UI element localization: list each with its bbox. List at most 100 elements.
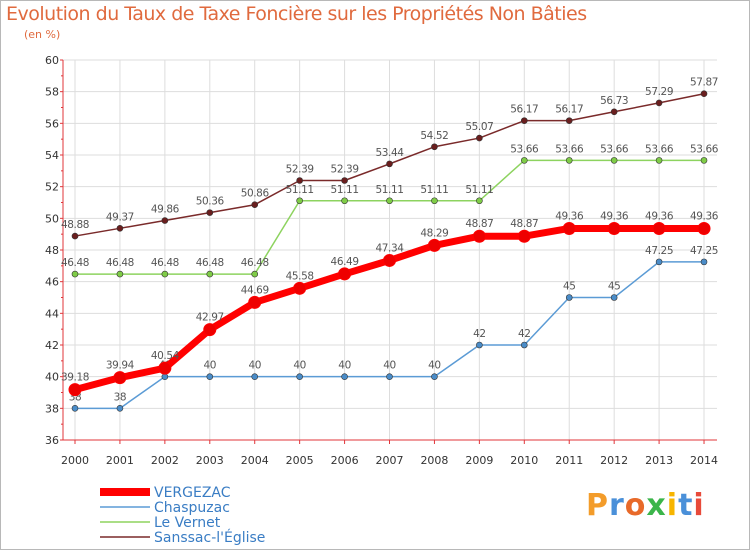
data-label: 42 xyxy=(518,328,531,340)
data-label: 54.52 xyxy=(420,130,448,142)
data-label: 40 xyxy=(204,360,217,372)
data-point xyxy=(517,229,531,243)
data-point xyxy=(562,221,576,235)
data-label: 51.11 xyxy=(420,184,448,196)
data-point xyxy=(427,238,441,252)
data-point xyxy=(206,373,214,380)
x-tick-label: 2014 xyxy=(690,454,718,467)
data-point xyxy=(68,383,82,397)
data-point xyxy=(565,294,573,301)
chart-title: Evolution du Taux de Taxe Foncière sur l… xyxy=(6,3,587,25)
data-label: 51.11 xyxy=(286,184,314,196)
data-point xyxy=(386,197,393,205)
proxiti-logo: Proxiti xyxy=(586,488,705,523)
x-tick-label: 2013 xyxy=(645,454,673,467)
data-point xyxy=(476,134,483,142)
data-label: 51.11 xyxy=(465,184,493,196)
data-point xyxy=(520,341,528,349)
data-label: 53.66 xyxy=(690,143,719,155)
data-label: 47.25 xyxy=(645,245,673,257)
data-label: 45 xyxy=(608,281,621,293)
data-point xyxy=(655,157,663,164)
data-label: 49.86 xyxy=(151,204,180,216)
y-tick-label: 40 xyxy=(45,371,59,384)
y-tick-label: 38 xyxy=(45,402,59,415)
data-point xyxy=(341,177,348,184)
y-tick-label: 48 xyxy=(45,244,59,257)
y-tick-label: 44 xyxy=(45,307,59,320)
data-point xyxy=(71,232,79,240)
data-label: 53.66 xyxy=(510,143,539,155)
legend-label: Le Vernet xyxy=(154,515,221,531)
data-label: 57.87 xyxy=(690,77,718,89)
data-point xyxy=(520,117,528,124)
data-label: 47.34 xyxy=(375,242,404,254)
data-point xyxy=(248,295,262,309)
data-label: 38 xyxy=(114,391,127,403)
data-point xyxy=(341,197,348,205)
data-point xyxy=(697,221,711,235)
data-point xyxy=(476,197,483,205)
data-label: 39.94 xyxy=(106,360,135,372)
data-point xyxy=(113,371,127,385)
x-tick-label: 2005 xyxy=(286,454,314,467)
legend-label: Chaspuzac xyxy=(154,500,230,516)
data-point xyxy=(341,373,348,380)
data-label: 51.11 xyxy=(331,184,359,196)
data-label: 51.11 xyxy=(375,184,403,196)
data-point xyxy=(293,281,307,295)
data-point xyxy=(386,160,393,168)
data-label: 39.18 xyxy=(61,372,89,384)
data-label: 56.73 xyxy=(600,95,628,107)
data-label: 46.48 xyxy=(61,257,89,269)
data-point xyxy=(700,157,708,164)
y-tick-label: 50 xyxy=(45,212,59,225)
data-label: 48.87 xyxy=(510,218,538,230)
data-point xyxy=(116,225,124,232)
data-point xyxy=(386,373,393,380)
data-point xyxy=(206,270,214,278)
data-point xyxy=(71,405,79,412)
data-label: 56.17 xyxy=(510,104,538,116)
data-label: 49.36 xyxy=(690,210,719,222)
y-tick-label: 46 xyxy=(45,276,59,289)
data-point xyxy=(655,258,663,266)
x-tick-label: 2012 xyxy=(600,454,628,467)
data-point xyxy=(116,270,124,278)
data-label: 40.54 xyxy=(151,350,180,362)
y-tick-label: 52 xyxy=(45,181,59,194)
data-point xyxy=(610,294,618,301)
x-tick-label: 2004 xyxy=(241,454,269,467)
x-tick-label: 2008 xyxy=(420,454,448,467)
y-tick-label: 54 xyxy=(45,149,59,162)
y-tick-label: 42 xyxy=(45,339,59,352)
data-point xyxy=(472,229,486,243)
data-point xyxy=(607,221,621,235)
data-point xyxy=(610,108,618,116)
data-label: 56.17 xyxy=(555,104,583,116)
data-point xyxy=(700,90,708,98)
data-label: 46.48 xyxy=(241,257,269,269)
x-tick-label: 2011 xyxy=(555,454,583,467)
data-label: 53.66 xyxy=(600,143,629,155)
data-label: 52.39 xyxy=(331,163,359,175)
data-point xyxy=(338,267,352,281)
data-point xyxy=(206,209,214,216)
data-label: 40 xyxy=(428,360,441,372)
data-label: 48.88 xyxy=(61,219,89,231)
data-point xyxy=(296,197,303,205)
data-label: 42 xyxy=(473,328,486,340)
data-label: 52.39 xyxy=(286,163,314,175)
data-point xyxy=(700,258,708,266)
data-label: 53.44 xyxy=(375,147,404,159)
data-point xyxy=(161,270,169,278)
x-tick-label: 2001 xyxy=(106,454,134,467)
data-label: 46.49 xyxy=(331,256,359,268)
data-label: 42.97 xyxy=(196,312,224,324)
data-point xyxy=(610,157,618,164)
data-label: 40 xyxy=(293,360,306,372)
x-tick-label: 2009 xyxy=(465,454,493,467)
data-label: 49.36 xyxy=(600,210,629,222)
data-point xyxy=(296,177,303,184)
y-tick-label: 60 xyxy=(45,54,59,67)
